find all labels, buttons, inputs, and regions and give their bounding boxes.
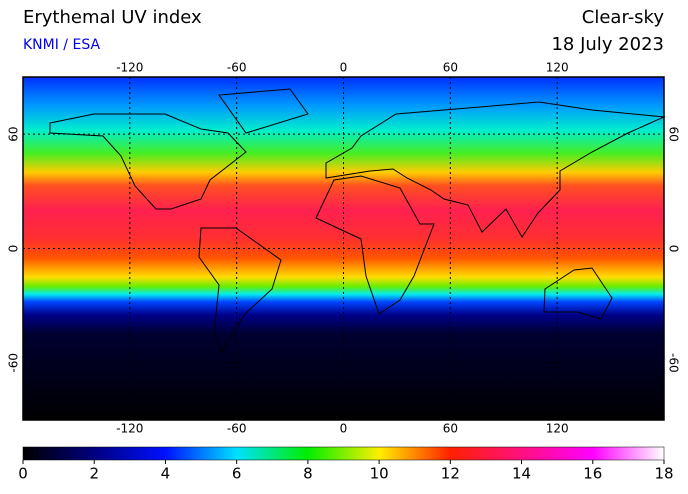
lon-label-bottom: 60	[443, 422, 458, 436]
lon-label-top: 60	[443, 61, 458, 75]
lon-label-top: -120	[116, 61, 143, 75]
colorbar	[22, 446, 665, 461]
colorbar-label: 16	[583, 465, 602, 483]
colorbar-label: 18	[654, 465, 673, 483]
source: KNMI / ESA	[23, 37, 100, 53]
colorbar-label: 2	[89, 465, 99, 483]
lon-label-bottom: -60	[227, 422, 247, 436]
lat-label-right: 60	[667, 127, 681, 142]
colorbar-label: 10	[370, 465, 389, 483]
colorbar-label: 4	[161, 465, 171, 483]
colorbar-label: 14	[512, 465, 531, 483]
lon-label-top: -60	[227, 61, 247, 75]
colorbar-label: 0	[18, 465, 28, 483]
date: 18 July 2023	[551, 34, 664, 55]
lon-label-bottom: 0	[340, 422, 348, 436]
lat-label-left: 0	[7, 245, 21, 253]
coastlines	[49, 88, 666, 354]
colorbar-label: 8	[303, 465, 313, 483]
lat-label-left: 60	[7, 127, 21, 142]
lon-label-top: 120	[546, 61, 569, 75]
lon-label-bottom: 120	[546, 422, 569, 436]
colorbar-label: 12	[441, 465, 460, 483]
condition: Clear-sky	[582, 7, 665, 28]
title: Erythemal UV index	[23, 7, 202, 28]
lat-label-left: -60	[7, 353, 21, 373]
lon-label-bottom: -120	[116, 422, 143, 436]
lon-label-top: 0	[340, 61, 348, 75]
colorbar-label: 6	[232, 465, 242, 483]
lat-label-right: 0	[667, 245, 681, 253]
lat-label-right: -60	[667, 353, 681, 373]
